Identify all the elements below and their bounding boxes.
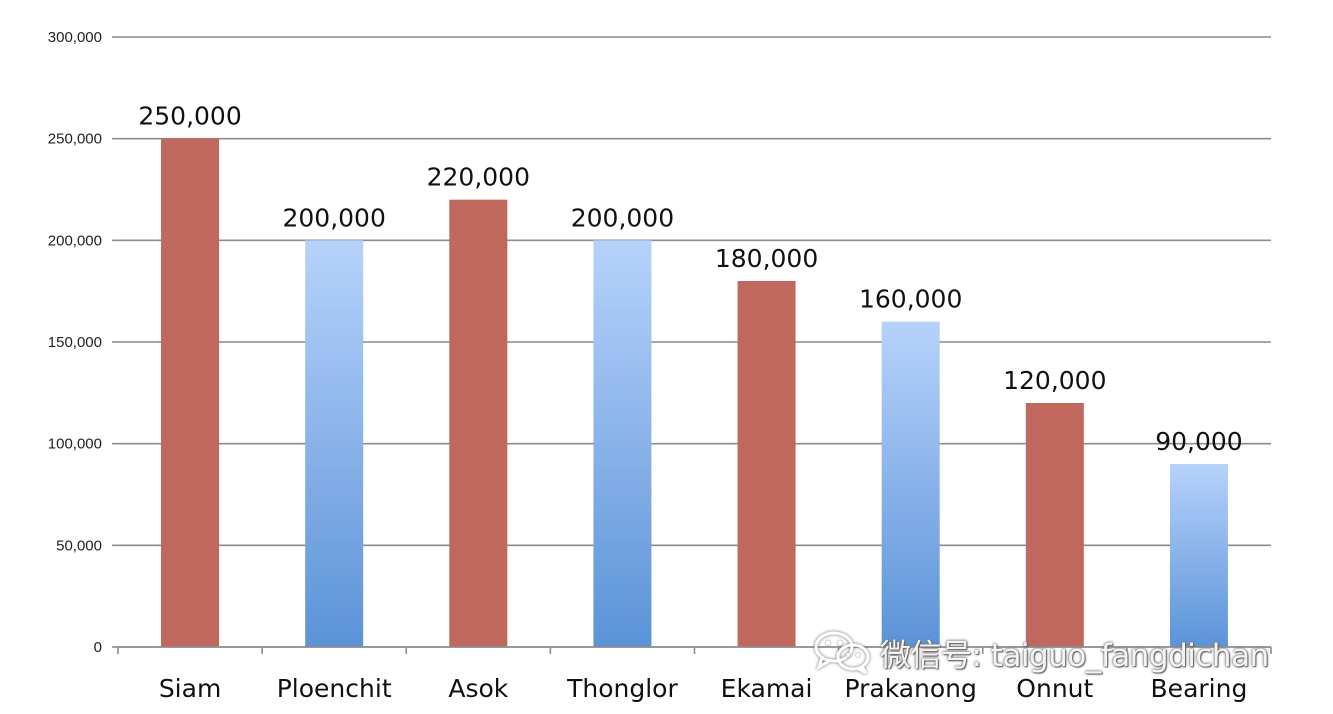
y-tick-label: 200,000 [48,232,102,249]
data-label: 220,000 [427,163,530,192]
bar-prakanong [881,321,940,647]
bar-ekamai [737,281,796,647]
bar-asok [449,199,508,647]
y-tick-label: 0 [94,639,102,656]
data-label: 200,000 [571,203,674,232]
y-tick-label: 300,000 [48,29,102,46]
data-label: 180,000 [715,244,818,273]
data-label: 90,000 [1155,427,1242,456]
bar-siam [161,138,220,647]
y-tick-label: 100,000 [48,436,102,453]
bar-ploenchit [305,240,364,648]
x-axis [117,646,1272,654]
watermark: 微信号: taiguo_fangdichan [812,628,1269,676]
x-tick-label: Ploenchit [277,674,392,703]
bar-thonglor [593,240,652,648]
bar-bearing [1169,464,1228,647]
x-tick-label: Ekamai [721,674,813,703]
x-axis-ticks: Siam Ploenchit Asok Thonglor Ekamai Prakanong… [159,674,1248,703]
data-label: 120,000 [1003,366,1106,395]
bars [161,138,1228,648]
bar-onnut [1025,403,1084,647]
x-tick-label: Thonglor [566,674,678,703]
watermark-text: 微信号: taiguo_fangdichan [880,637,1269,674]
x-tick-label: Onnut [1016,674,1093,703]
y-tick-label: 250,000 [48,131,102,148]
x-tick-label: Prakanong [844,674,976,703]
x-tick-label: Asok [448,674,508,703]
data-label: 200,000 [282,203,385,232]
y-tick-label: 150,000 [48,334,102,351]
x-tick-label: Bearing [1151,674,1248,703]
data-label: 160,000 [859,285,962,314]
data-labels: 250,000 200,000 220,000 200,000 180,000 160,0… [138,102,1242,456]
y-axis-ticks: 0 50,000 100,000 150,000 200,000 250,000 300,0… [48,29,118,656]
data-label: 250,000 [138,102,241,131]
wechat-icon [814,631,870,675]
x-tick-label: Siam [159,674,222,703]
y-tick-label: 50,000 [56,537,102,554]
gridlines [118,36,1271,547]
